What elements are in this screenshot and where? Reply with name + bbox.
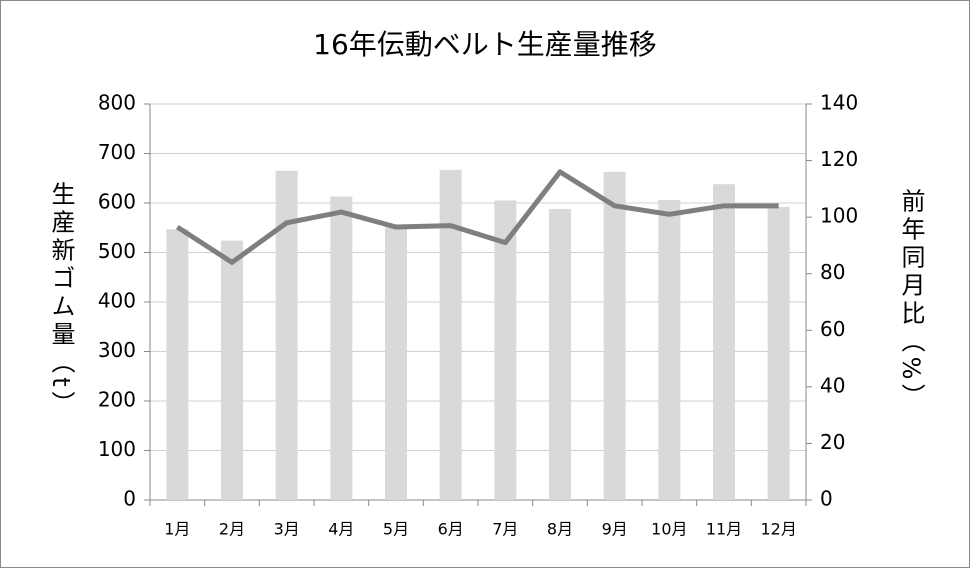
y-tick-label: 400 [98, 289, 136, 313]
x-tick-label: 12月 [760, 520, 796, 539]
x-tick-label: 7月 [492, 520, 518, 539]
y-tick-label: 0 [123, 487, 136, 511]
y2-tick-label: 140 [820, 91, 858, 115]
bar [385, 227, 407, 500]
y-tick-label: 500 [98, 239, 136, 263]
y2-tick-label: 60 [820, 317, 845, 341]
y-tick-label: 200 [98, 388, 136, 412]
y2-tick-label: 0 [820, 487, 833, 511]
x-tick-label: 4月 [328, 520, 354, 539]
x-tick-label: 5月 [383, 520, 409, 539]
y2-tick-label: 100 [820, 204, 858, 228]
x-tick-label: 9月 [602, 520, 628, 539]
x-tick-label: 2月 [219, 520, 245, 539]
bar [549, 208, 571, 500]
x-tick-label: 1月 [164, 520, 190, 539]
line [175, 169, 779, 265]
y-tick-label: 600 [98, 190, 136, 214]
x-tick-label: 6月 [438, 520, 464, 539]
x-tick-label: 3月 [274, 520, 300, 539]
x-tick-label: 10月 [651, 520, 687, 539]
y-tick-label: 700 [98, 140, 136, 164]
y2-axis-label: 前年同月比（%） [897, 189, 925, 412]
y-tick-label: 100 [98, 437, 136, 461]
bar [166, 229, 189, 501]
x-tick-label: 11月 [706, 520, 742, 539]
bar [439, 169, 462, 500]
bar [494, 200, 517, 500]
y2-tick-label: 20 [820, 430, 845, 454]
y2-tick-label: 80 [820, 260, 845, 284]
y2-tick-label: 40 [820, 373, 845, 397]
chart-title: 16年伝動ベルト生産量推移 [313, 28, 657, 61]
bar [658, 200, 681, 500]
bar [603, 171, 626, 500]
bar [221, 240, 243, 500]
x-tick-label: 8月 [547, 520, 573, 539]
y-tick-label: 300 [98, 338, 136, 362]
y2-tick-label: 120 [820, 147, 858, 171]
bar [767, 206, 790, 500]
bar [275, 170, 298, 500]
bar [330, 196, 353, 500]
y-tick-label: 800 [98, 91, 136, 115]
y-axis-label: 生産新ゴム量（t） [47, 181, 75, 418]
bar [713, 184, 735, 500]
